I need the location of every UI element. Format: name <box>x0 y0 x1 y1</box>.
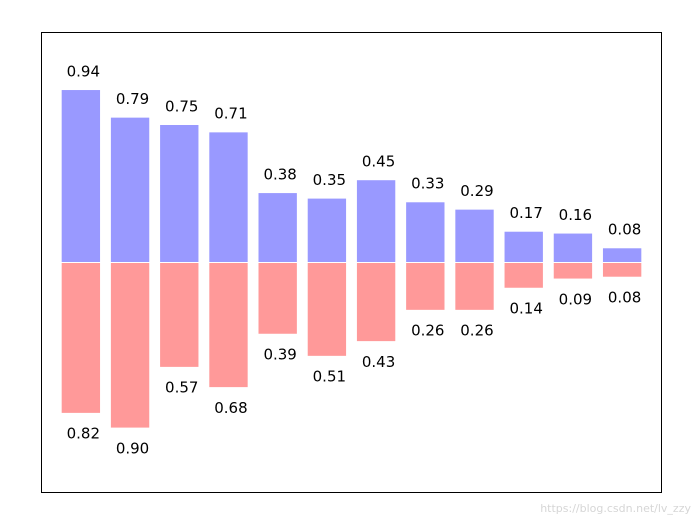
positive-value-label-0: 0.94 <box>67 62 100 80</box>
negative-bar-7 <box>405 262 446 311</box>
negative-bar-10 <box>552 262 594 280</box>
negative-value-label-10: 0.09 <box>559 290 592 308</box>
negative-value-label-5: 0.51 <box>313 368 346 386</box>
negative-bar-11 <box>601 262 643 278</box>
negative-value-label-0: 0.82 <box>67 425 100 443</box>
negative-value-label-1: 0.90 <box>116 439 149 457</box>
negative-value-label-6: 0.43 <box>362 353 395 371</box>
negative-value-label-7: 0.26 <box>411 322 444 340</box>
positive-bar-2 <box>159 124 200 263</box>
positive-bar-11 <box>601 247 643 263</box>
positive-bar-1 <box>109 116 151 263</box>
negative-bar-6 <box>355 262 397 343</box>
positive-bar-8 <box>454 208 495 263</box>
negative-value-label-11: 0.08 <box>608 288 641 306</box>
positive-bar-3 <box>208 131 249 263</box>
negative-bar-3 <box>208 262 249 389</box>
negative-value-label-4: 0.39 <box>263 345 296 363</box>
negative-bar-8 <box>454 262 495 311</box>
positive-value-label-10: 0.16 <box>559 206 592 224</box>
positive-bar-0 <box>60 89 102 264</box>
positive-value-label-2: 0.75 <box>165 97 198 115</box>
positive-bars <box>60 89 643 264</box>
negative-bar-5 <box>306 262 348 357</box>
negative-bar-1 <box>109 262 151 429</box>
positive-bar-5 <box>306 197 348 264</box>
negative-value-label-3: 0.68 <box>214 399 247 417</box>
negative-value-label-9: 0.14 <box>509 299 542 317</box>
positive-bar-9 <box>503 230 544 264</box>
positive-value-label-9: 0.17 <box>509 204 542 222</box>
negative-bar-0 <box>60 262 102 414</box>
negative-bars <box>60 262 643 429</box>
negative-value-label-2: 0.57 <box>165 379 198 397</box>
watermark-text: https://blog.csdn.net/lv_zzy <box>540 502 691 515</box>
positive-bar-4 <box>257 192 298 263</box>
positive-value-label-4: 0.38 <box>263 165 296 183</box>
plot-frame <box>41 32 662 493</box>
negative-value-label-8: 0.26 <box>460 322 493 340</box>
positive-value-label-5: 0.35 <box>313 171 346 189</box>
positive-value-label-1: 0.79 <box>116 90 149 108</box>
negative-bar-9 <box>503 262 544 289</box>
positive-value-label-6: 0.45 <box>362 153 395 171</box>
positive-value-label-8: 0.29 <box>460 182 493 200</box>
positive-bar-6 <box>355 179 397 263</box>
positive-value-label-11: 0.08 <box>608 221 641 239</box>
negative-bar-4 <box>257 262 298 335</box>
positive-bar-7 <box>405 201 446 263</box>
positive-value-label-7: 0.33 <box>411 175 444 193</box>
negative-bar-2 <box>159 262 200 368</box>
data-labels: 0.94 0.79 0.75 0.71 0.38 0.35 0.45 0.33 0.29 0.17… <box>67 62 642 457</box>
positive-value-label-3: 0.71 <box>214 105 247 123</box>
positive-bar-10 <box>552 232 594 263</box>
